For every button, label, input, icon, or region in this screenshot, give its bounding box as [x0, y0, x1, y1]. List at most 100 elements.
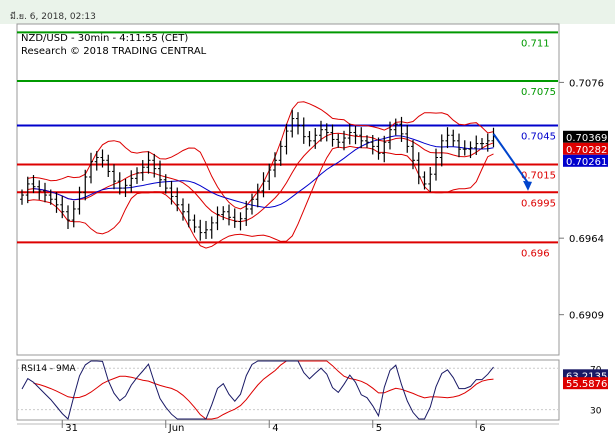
price-bar	[135, 167, 139, 184]
price-bar	[296, 112, 300, 135]
price-axis-label-1: 0.6964	[569, 234, 604, 245]
level-label-3: 0.7015	[521, 170, 556, 181]
main-plot-frame	[16, 23, 560, 356]
price-bar	[232, 208, 237, 228]
price-bar	[324, 123, 329, 142]
bollinger-lower-line	[27, 145, 494, 249]
price-bar	[192, 214, 197, 233]
price-bar	[284, 123, 289, 155]
price-bar	[451, 129, 456, 147]
price-bar	[255, 183, 260, 208]
price-bar	[468, 141, 473, 159]
price-bar	[48, 189, 53, 205]
price-bar	[146, 151, 151, 174]
time-axis-label-3: 5	[376, 423, 382, 434]
price-bar	[209, 216, 214, 239]
price-bar	[198, 219, 203, 241]
bollinger-bands-layer	[27, 101, 494, 249]
price-bar	[25, 176, 30, 204]
price-bar	[411, 139, 415, 170]
price-bar	[319, 120, 323, 142]
price-bar	[313, 128, 318, 149]
forecast-arrow-layer	[492, 133, 532, 191]
time-axis-label-0: 31	[65, 423, 78, 434]
price-bar	[169, 180, 174, 205]
time-axis-layer: 31 Jun 4 5 6	[61, 420, 486, 434]
bollinger-upper-line	[27, 101, 494, 210]
price-bar	[301, 117, 306, 144]
price-bar	[405, 124, 410, 153]
price-bar	[480, 138, 484, 150]
price-bar	[140, 160, 145, 181]
price-bar	[474, 135, 479, 156]
price-bar	[129, 170, 134, 193]
price-bars-layer	[20, 109, 496, 241]
rsi-title: RSI14 - 9MA	[21, 364, 77, 374]
price-bar	[278, 140, 283, 166]
price-bar	[37, 180, 42, 200]
price-bar	[261, 172, 266, 198]
bollinger-middle-line	[27, 132, 494, 223]
level-label-4: 0.6995	[521, 198, 556, 209]
price-bar	[94, 151, 99, 171]
forecast-arrow-head	[523, 180, 532, 191]
price-bar	[445, 127, 450, 149]
price-bar	[399, 116, 404, 142]
price-badge-bg-1	[563, 142, 608, 155]
price-bar	[186, 203, 191, 228]
price-bar	[71, 200, 76, 228]
price-bar	[336, 133, 341, 148]
price-bar	[393, 118, 398, 136]
price-bar	[307, 131, 312, 147]
price-badge-2: 0.70261	[566, 157, 607, 168]
level-label-1: 0.7075	[521, 87, 556, 98]
time-axis-label-2: 4	[272, 423, 278, 434]
time-axis-label-1: Jun	[168, 423, 185, 434]
price-bar	[347, 123, 352, 145]
price-bar	[370, 134, 375, 155]
price-bar	[428, 166, 433, 193]
price-bar	[365, 135, 369, 148]
price-bar	[457, 133, 461, 158]
price-axis-label-0: 0.7076	[569, 78, 604, 89]
price-bar	[422, 171, 427, 190]
price-bar	[462, 140, 467, 156]
rsi-axis-label-1: 30	[590, 407, 602, 417]
price-bar	[267, 163, 272, 191]
chart-title: NZD/USD - 30min - 4:11:55 (CET)	[21, 33, 188, 44]
price-bar	[54, 192, 59, 213]
price-bar	[238, 212, 243, 231]
price-bar	[89, 152, 93, 184]
levels-layer: 0.711 0.7075 0.7045 0.7015 0.6995 0.696	[17, 31, 558, 259]
chart-subtitle: Research © 2018 TRADING CENTRAL	[21, 46, 207, 57]
level-label-5: 0.696	[521, 248, 550, 259]
price-bar	[163, 174, 168, 194]
rsi-badge-1: 55.5876	[566, 379, 607, 390]
rsi-ma-line	[33, 360, 494, 420]
price-bar	[227, 204, 231, 226]
price-bar	[31, 175, 36, 194]
price-bar	[359, 127, 364, 149]
timestamp: มี.ย. 6, 2018, 02:13	[10, 12, 96, 22]
level-label-2: 0.7045	[521, 132, 556, 143]
price-bar	[106, 154, 111, 177]
price-badge-1: 0.70282	[566, 145, 607, 156]
time-axis-label-4: 6	[479, 423, 485, 434]
forecast-arrow-shaft	[492, 133, 529, 184]
price-bar	[330, 124, 335, 147]
price-bar	[273, 152, 277, 178]
price-bar	[485, 133, 490, 152]
price-bar	[181, 198, 185, 221]
price-bar	[77, 186, 82, 215]
price-bar	[439, 134, 444, 167]
price-bar	[112, 164, 116, 190]
price-bar	[66, 205, 70, 229]
price-axis-layer: 0.7076 0.6964 0.6909	[559, 78, 604, 322]
price-bar	[152, 153, 157, 178]
price-badge-bg-0	[563, 130, 608, 143]
price-bar	[20, 189, 24, 205]
price-bar	[215, 206, 220, 231]
